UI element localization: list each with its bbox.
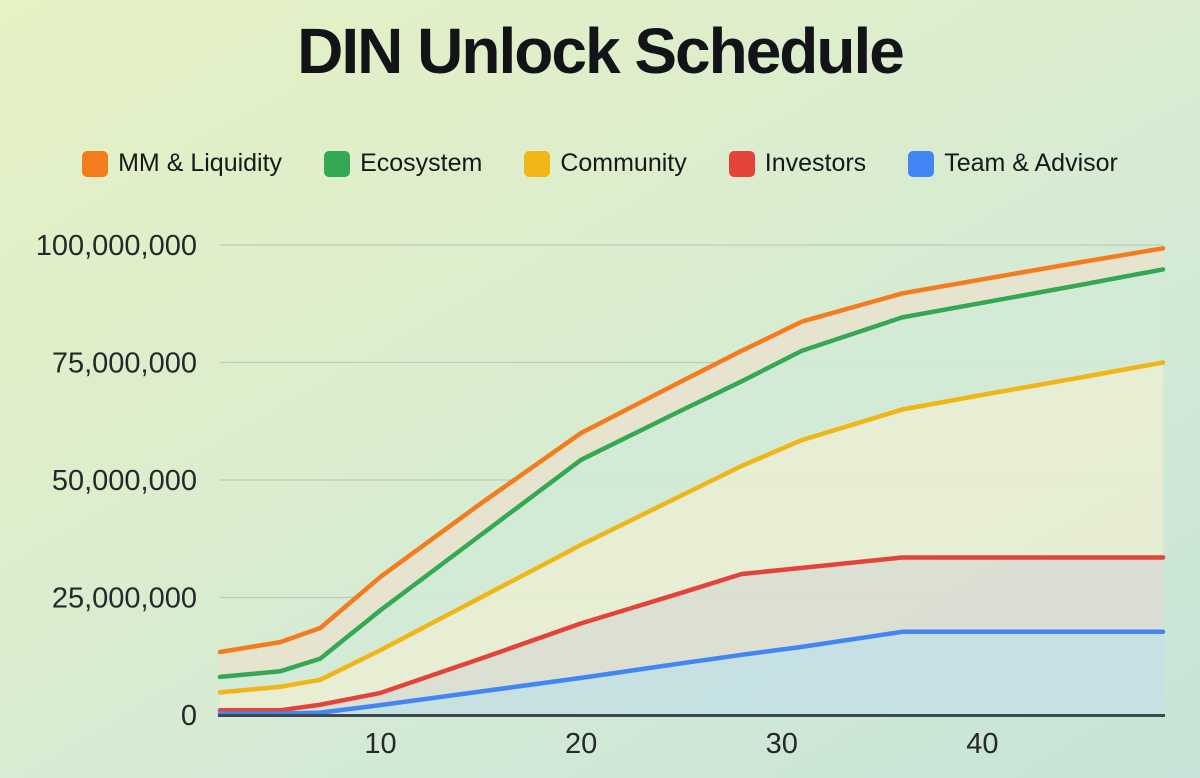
area-band	[220, 269, 1163, 693]
series-line	[217, 360, 1166, 695]
series-lines	[217, 246, 1166, 716]
legend-label: Ecosystem	[360, 149, 483, 177]
x-tick-label: 20	[565, 728, 597, 760]
series-line	[217, 555, 1166, 713]
legend-swatch-icon	[82, 150, 109, 177]
legend-swatch-icon	[524, 150, 551, 177]
series-line	[217, 267, 1166, 680]
legend-label: Community	[560, 149, 687, 177]
legend-item-team-advisor[interactable]: Team & Advisor	[908, 149, 1118, 178]
legend-swatch-icon	[908, 150, 935, 177]
legend-label: Investors	[764, 149, 867, 177]
x-axis-labels: 10 20 30 40	[364, 728, 998, 760]
legend-swatch-icon	[728, 150, 755, 177]
y-axis-labels: 0 25,000,000 50,000,000 75,000,000 100,000,0…	[36, 230, 197, 732]
series-line	[217, 246, 1166, 655]
x-tick-label: 40	[966, 728, 998, 760]
chart-title: DIN Unlock Schedule	[297, 15, 905, 87]
legend-item-ecosystem[interactable]: Ecosystem	[324, 149, 482, 178]
legend-item-community[interactable]: Community	[524, 149, 687, 178]
x-tick-label: 30	[766, 728, 798, 760]
area-band	[220, 248, 1163, 677]
legend-label: Team & Advisor	[944, 149, 1118, 177]
chart-legend: MM & Liquidity Ecosystem Community Investor…	[0, 149, 1200, 178]
y-tick-label: 25,000,000	[52, 583, 197, 615]
y-tick-label: 100,000,000	[36, 230, 197, 262]
y-tick-label: 50,000,000	[52, 465, 197, 497]
y-tick-label: 0	[181, 700, 197, 732]
area-band	[220, 631, 1163, 715]
legend-item-investors[interactable]: Investors	[728, 149, 867, 178]
legend-item-mm-liquidity[interactable]: MM & Liquidity	[82, 149, 282, 178]
legend-label: MM & Liquidity	[118, 149, 283, 177]
legend-swatch-icon	[324, 150, 351, 177]
area-bands	[220, 248, 1163, 715]
area-band	[220, 362, 1163, 711]
y-tick-label: 75,000,000	[52, 348, 197, 380]
series-line	[217, 629, 1166, 716]
area-band	[220, 557, 1163, 714]
x-tick-label: 10	[364, 728, 396, 760]
